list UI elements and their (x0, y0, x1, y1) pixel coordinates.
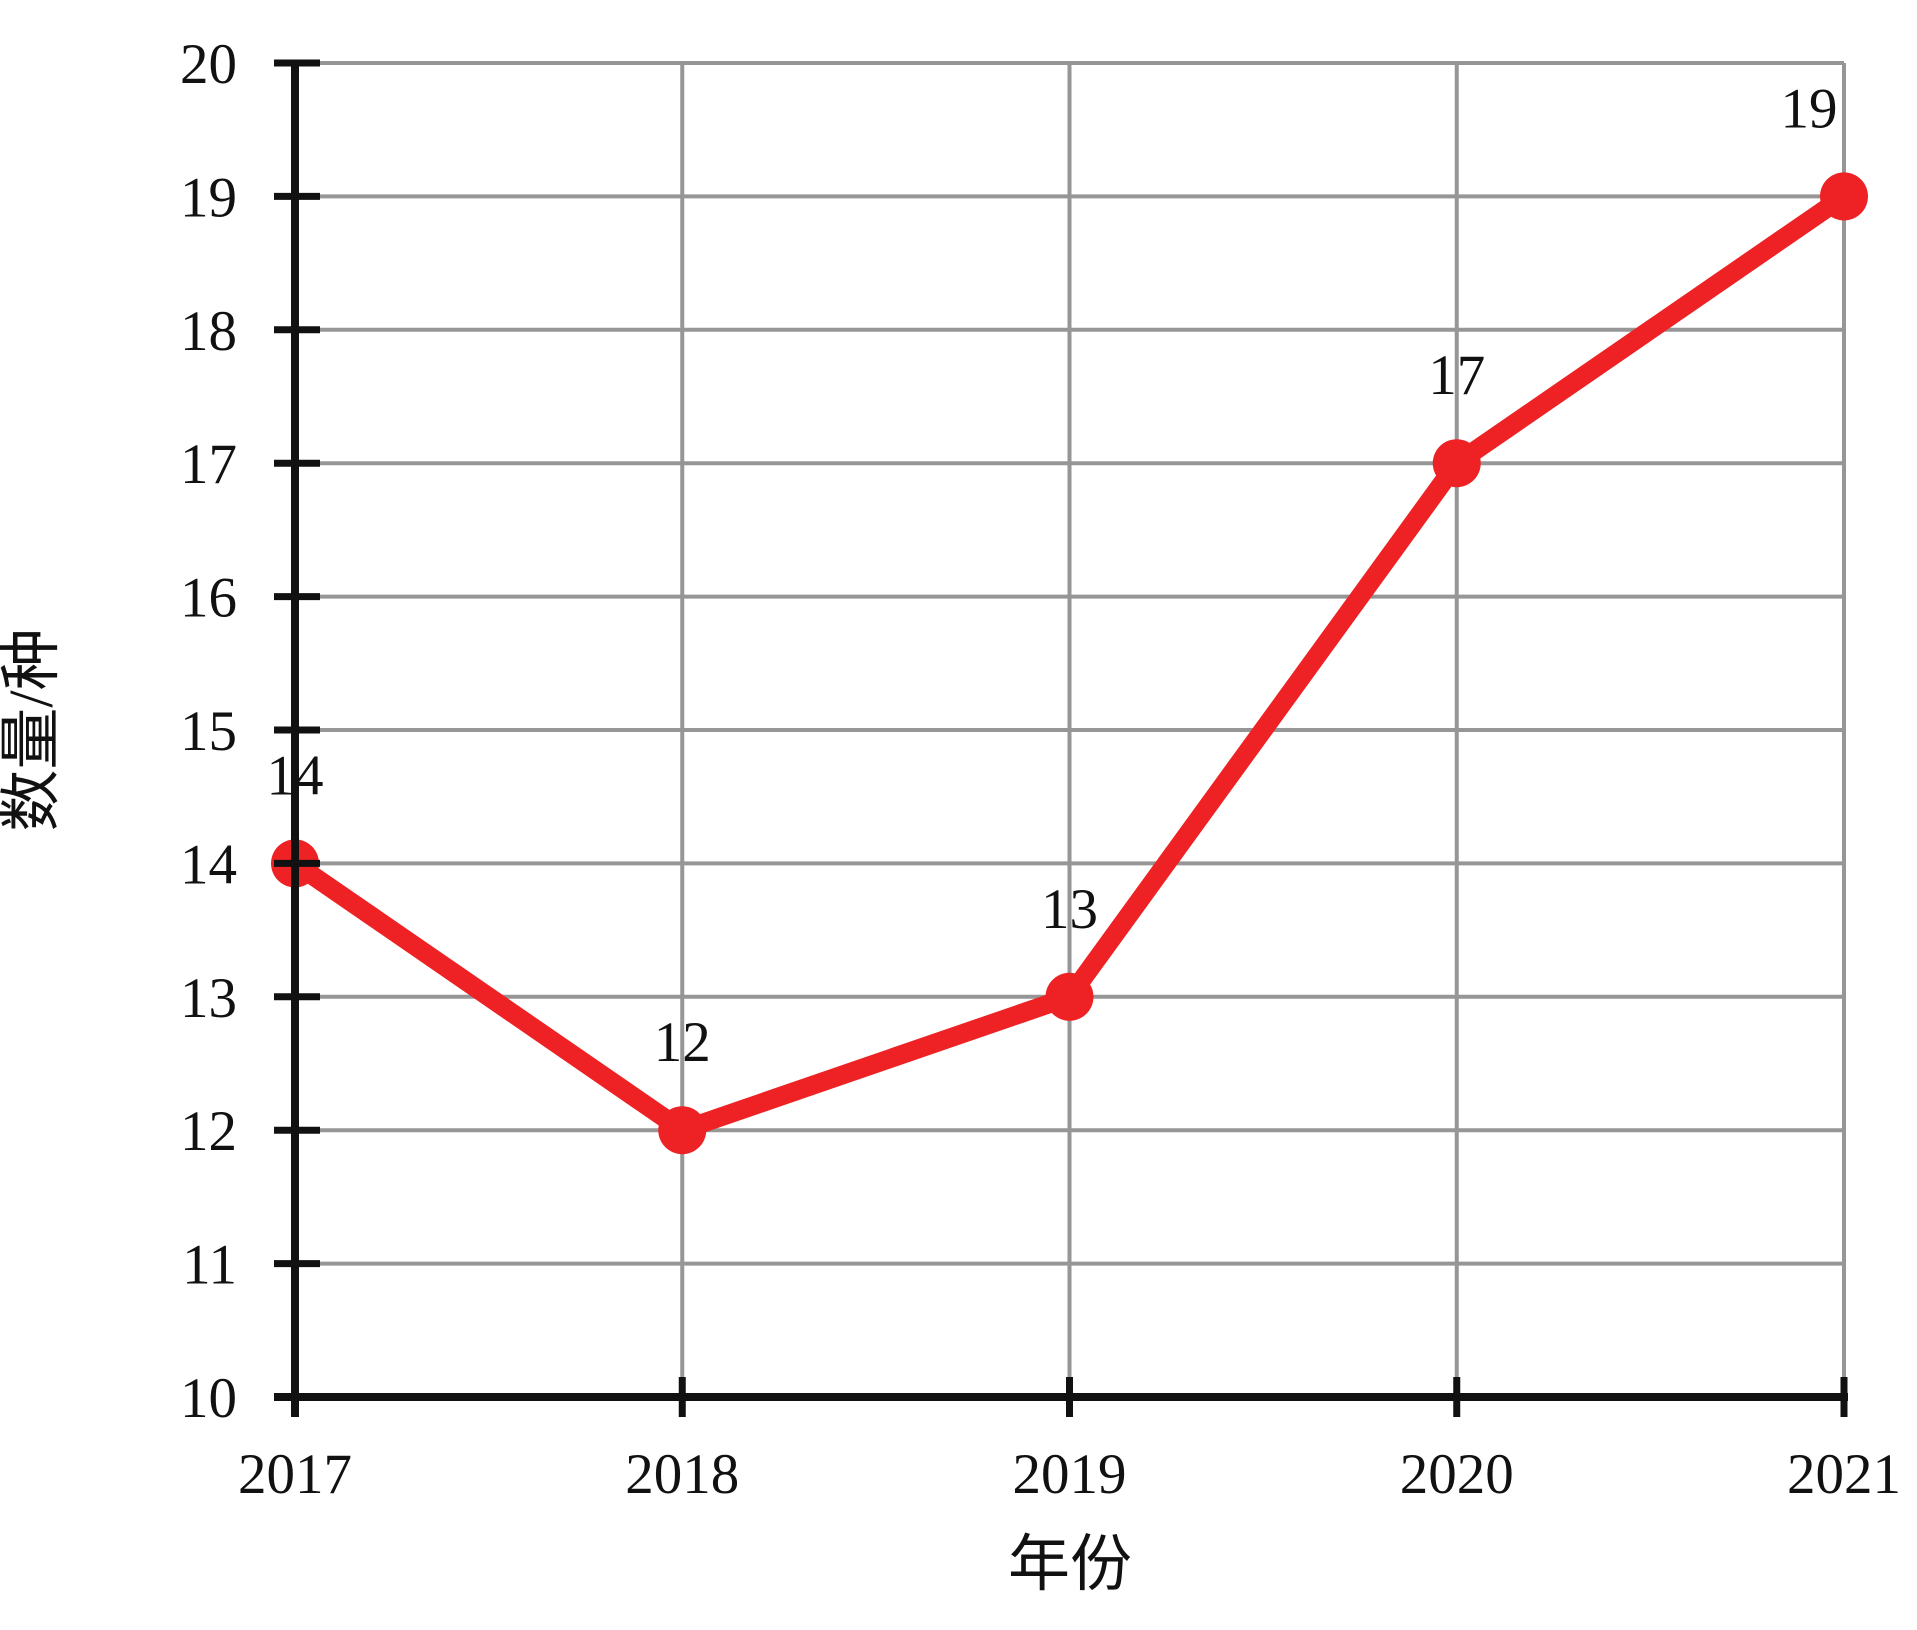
data-point (1432, 439, 1481, 488)
x-tick-label: 2017 (238, 1443, 352, 1506)
y-tick-label: 10 (180, 1367, 237, 1430)
x-axis-title: 年份 (1008, 1531, 1132, 1599)
data-label: 12 (654, 1011, 711, 1074)
data-label: 13 (1041, 878, 1098, 941)
y-tick-label: 18 (180, 300, 237, 363)
data-label: 17 (1428, 344, 1485, 407)
data-point (1045, 972, 1094, 1021)
data-markers (271, 172, 1868, 1155)
data-labels: 14 12 13 17 19 (267, 77, 1838, 1074)
y-axis-title: 数量/种 (0, 628, 66, 831)
y-tick-label: 17 (180, 433, 237, 496)
y-tick-label: 12 (180, 1100, 237, 1163)
y-ticks (274, 59, 320, 1401)
x-tick-labels: 2017 2018 2019 2020 2021 (238, 1443, 1901, 1506)
x-tick-label: 2020 (1400, 1443, 1514, 1506)
data-point (1820, 172, 1868, 221)
y-tick-label: 14 (180, 833, 237, 896)
data-label: 19 (1781, 77, 1838, 140)
y-tick-label: 16 (180, 567, 237, 630)
y-tick-labels: 10 11 12 13 14 15 16 17 18 19 20 (180, 33, 237, 1430)
y-tick-label: 20 (180, 33, 237, 96)
vertical-gridlines (680, 63, 1846, 1397)
x-ticks (291, 1377, 1848, 1417)
y-tick-label: 11 (182, 1234, 237, 1297)
x-tick-label: 2018 (625, 1443, 739, 1506)
y-tick-label: 19 (180, 166, 237, 229)
y-tick-label: 13 (180, 967, 237, 1030)
data-label: 14 (267, 744, 324, 807)
y-tick-label: 15 (180, 700, 237, 763)
data-point (658, 1106, 707, 1155)
x-tick-label: 2019 (1013, 1443, 1127, 1506)
x-tick-label: 2021 (1787, 1443, 1901, 1506)
